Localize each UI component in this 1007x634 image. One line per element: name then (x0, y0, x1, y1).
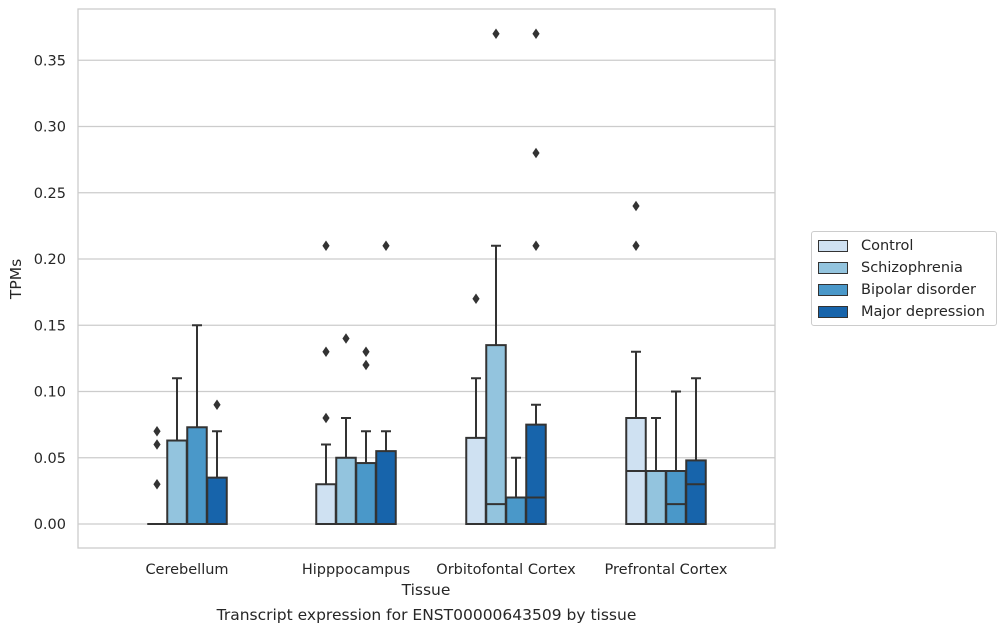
box-body (525, 423, 547, 525)
outlier-point (472, 293, 480, 304)
x-tick-label: Prefrontal Cortex (605, 562, 728, 578)
x-tick-label: Hipppocampus (302, 562, 410, 578)
box-body (665, 470, 687, 525)
outlier-point (532, 28, 540, 39)
x-tick-label: Orbitofontal Cortex (436, 562, 576, 578)
box-body (206, 476, 228, 525)
box-body (355, 462, 377, 525)
box-3-0 (206, 399, 228, 525)
outlier-point (322, 240, 330, 251)
legend-swatch-bipolar-disorder (818, 284, 848, 296)
x-tick-label: Cerebellum (145, 562, 228, 578)
box-1-2 (485, 28, 507, 525)
box-3-1 (375, 240, 397, 525)
y-tick-label: 0.15 (34, 318, 66, 334)
outlier-point (492, 28, 500, 39)
legend: Control Schizophrenia Bipolar disorder M… (811, 231, 997, 326)
outlier-point (362, 346, 370, 357)
box-body (485, 344, 507, 525)
box-body (335, 456, 357, 525)
box-1-0 (166, 377, 188, 525)
legend-item-schizophrenia: Schizophrenia (818, 258, 963, 278)
outlier-point (342, 333, 350, 344)
box-3-2 (525, 28, 547, 525)
y-tick-label: 0.00 (34, 517, 66, 533)
box-0-2 (465, 293, 487, 525)
y-axis-title: TPMs (7, 259, 25, 300)
box-1-1 (335, 333, 357, 525)
outlier-point (322, 412, 330, 424)
outlier-point (532, 147, 540, 159)
legend-label-major-depression: Major depression (861, 304, 985, 320)
outlier-point (322, 346, 330, 357)
box-body (645, 470, 667, 525)
outlier-point (153, 426, 161, 437)
box-body (375, 450, 397, 525)
box-1-3 (645, 417, 667, 525)
outlier-point (632, 200, 640, 212)
y-tick-label: 0.10 (34, 385, 66, 401)
legend-label-control: Control (861, 238, 914, 254)
x-axis-title: Tissue (401, 581, 451, 599)
outlier-point (632, 240, 640, 251)
y-tick-label: 0.35 (34, 53, 66, 69)
x-tick-labels: Cerebellum Hipppocampus Orbitofontal Corte… (145, 562, 727, 578)
outlier-point (153, 439, 161, 450)
outlier-point (362, 359, 370, 371)
box-body (465, 436, 487, 525)
outlier-point (382, 240, 390, 251)
box-0-0 (147, 426, 167, 525)
outlier-point (213, 399, 221, 410)
box-body (166, 439, 188, 525)
outlier-point (153, 479, 161, 490)
box-3-3 (685, 377, 707, 525)
legend-label-schizophrenia: Schizophrenia (861, 260, 963, 276)
boxes (147, 28, 707, 525)
legend-item-control: Control (818, 236, 913, 256)
legend-swatch-control (818, 240, 848, 252)
box-body (505, 496, 527, 525)
box-2-2 (505, 456, 527, 525)
legend-swatch-schizophrenia (818, 262, 848, 274)
plot-frame (77, 8, 776, 549)
y-tick-label: 0.30 (34, 120, 66, 136)
legend-item-bipolar-disorder: Bipolar disorder (818, 280, 976, 300)
legend-swatch-major-depression (818, 306, 848, 318)
box-2-1 (355, 346, 377, 525)
box-2-0 (186, 324, 208, 525)
y-tick-label: 0.05 (34, 451, 66, 467)
y-tick-labels: 0.00 0.05 0.10 0.15 0.20 0.25 0.30 0.35 (34, 53, 66, 533)
chart-caption: Transcript expression for ENST0000064350… (216, 606, 637, 624)
box-0-1 (315, 240, 337, 525)
box-body (186, 426, 208, 525)
box-0-3 (625, 200, 647, 525)
y-tick-label: 0.20 (34, 252, 66, 268)
legend-label-bipolar-disorder: Bipolar disorder (861, 282, 976, 298)
y-tick-label: 0.25 (34, 186, 66, 202)
box-body (315, 483, 337, 525)
box-body (685, 459, 707, 525)
outlier-point (532, 240, 540, 251)
legend-item-major-depression: Major depression (818, 302, 985, 322)
